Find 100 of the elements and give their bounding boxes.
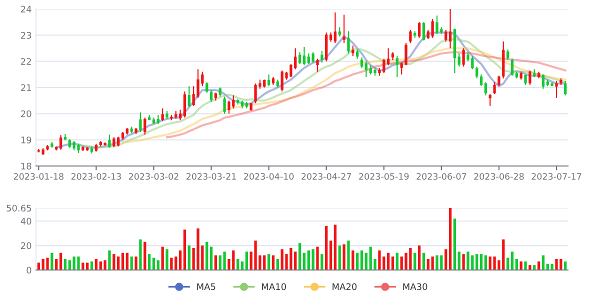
bar — [334, 224, 337, 270]
bar — [86, 262, 89, 270]
bar — [555, 258, 558, 270]
candlestick — [347, 30, 350, 54]
bar — [272, 255, 275, 270]
bar — [422, 252, 426, 270]
candlestick — [342, 14, 346, 44]
bar — [453, 218, 456, 270]
y-tick-label: 18 — [21, 162, 32, 170]
candlestick — [458, 52, 460, 68]
bar — [510, 252, 514, 270]
x-tick-label: 2023-07-17 — [532, 173, 582, 180]
candlestick — [223, 96, 226, 114]
bar — [444, 249, 448, 270]
candlestick — [156, 114, 160, 125]
bar — [55, 258, 58, 270]
bar — [116, 256, 120, 270]
bar — [94, 258, 98, 270]
y-tick-label: 50.65 — [6, 204, 32, 212]
bar — [223, 252, 226, 270]
bar — [126, 252, 128, 270]
y-tick-label: 22 — [21, 58, 31, 65]
bar — [386, 252, 390, 270]
candlestick — [298, 52, 302, 65]
y-tick-label: 19 — [21, 136, 32, 144]
bar — [431, 256, 434, 270]
candlestick — [418, 22, 421, 38]
candlestick — [338, 26, 341, 38]
bar — [64, 258, 67, 270]
x-tick-label: 2023-04-10 — [244, 173, 294, 180]
candlestick — [360, 56, 364, 68]
candlestick — [316, 58, 319, 72]
bar — [276, 258, 279, 270]
candlestick — [116, 136, 120, 147]
bar — [418, 246, 421, 270]
bar — [466, 252, 470, 270]
candlestick — [444, 29, 448, 42]
candlestick — [510, 58, 514, 76]
candlestick — [183, 90, 186, 118]
bar — [108, 250, 111, 270]
bar — [188, 246, 190, 270]
bar — [50, 252, 54, 270]
bar — [320, 254, 324, 270]
candlestick — [329, 32, 332, 42]
y-tick-label: 23 — [21, 32, 32, 39]
x-tick-label: 2023-03-21 — [186, 173, 236, 180]
candlestick — [112, 136, 116, 148]
bar — [82, 262, 84, 270]
bar — [462, 254, 465, 270]
candlestick — [144, 117, 146, 136]
bar — [356, 252, 359, 270]
bar — [37, 262, 40, 270]
candlestick — [409, 29, 412, 44]
candlestick — [476, 66, 478, 79]
bar — [59, 252, 62, 270]
candlestick — [161, 108, 164, 122]
bar — [414, 252, 416, 270]
bar — [134, 256, 138, 270]
bar — [325, 226, 328, 270]
candlestick — [422, 22, 426, 41]
x-tick-label: 2023-02-13 — [71, 173, 121, 180]
candlestick — [436, 14, 438, 34]
candlestick — [431, 18, 434, 38]
bar — [364, 252, 368, 270]
candlestick — [364, 60, 368, 78]
legend-label: MA10 — [262, 283, 286, 290]
bar — [210, 246, 213, 270]
bar — [515, 258, 518, 270]
candlestick — [320, 50, 324, 64]
x-tick-label: 2023-01-18 — [14, 173, 64, 180]
bar — [448, 208, 452, 270]
candlestick — [218, 86, 222, 98]
bar — [121, 252, 124, 270]
bar — [360, 250, 364, 270]
bar — [178, 250, 182, 270]
legend-label: MA20 — [332, 283, 357, 290]
candlestick — [386, 48, 390, 66]
x-tick-label: 2023-03-02 — [128, 173, 178, 180]
candlestick — [210, 90, 213, 102]
bar — [46, 258, 49, 270]
bar — [528, 265, 532, 270]
candlestick — [564, 80, 567, 96]
candlestick — [267, 74, 270, 87]
candlestick — [228, 100, 230, 114]
bar — [245, 252, 248, 270]
bar — [130, 256, 133, 270]
bar — [214, 255, 218, 270]
bar — [298, 243, 302, 270]
y-tick-label: 20 — [21, 242, 32, 250]
bar — [542, 255, 545, 270]
bar — [550, 264, 554, 270]
bar — [436, 255, 438, 270]
legend-label: MA30 — [403, 283, 428, 290]
candlestick — [448, 9, 452, 49]
bar — [338, 246, 341, 270]
bar — [170, 258, 173, 270]
bar — [302, 252, 306, 270]
bar — [524, 261, 527, 270]
bar — [104, 260, 106, 270]
bar — [316, 246, 319, 270]
